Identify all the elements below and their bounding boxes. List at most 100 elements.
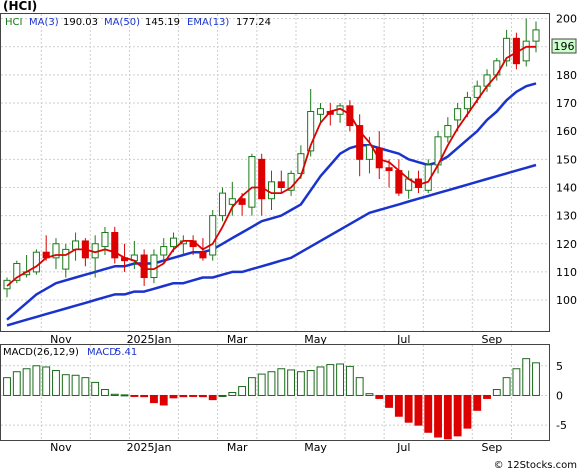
price-x-tick-label: Mar bbox=[227, 333, 248, 346]
macd-bar bbox=[512, 368, 521, 396]
legend-ema13-label: EMA(13) bbox=[187, 17, 229, 28]
macd-bar bbox=[355, 377, 364, 396]
candle-body bbox=[62, 248, 70, 270]
price-panel bbox=[0, 13, 550, 332]
price-legend: HCI MA(3) 190.03 MA(50) 145.19 EMA(13) 1… bbox=[5, 17, 271, 28]
candle-body bbox=[473, 85, 481, 98]
candle-body bbox=[3, 279, 11, 290]
macd-bar bbox=[12, 371, 21, 396]
macd-bar bbox=[61, 374, 70, 396]
candle-body bbox=[72, 240, 80, 250]
macd-bar bbox=[434, 394, 442, 438]
candle-body bbox=[503, 37, 511, 62]
macd-bar bbox=[101, 389, 109, 396]
macd-bar bbox=[189, 394, 198, 397]
legend-ma3-value: 190.03 bbox=[63, 17, 98, 28]
candle-body bbox=[277, 181, 285, 188]
legend-ma50-label: MA(50) bbox=[104, 17, 140, 28]
last-price-tag-box bbox=[551, 38, 577, 54]
candle-body bbox=[150, 254, 158, 279]
candle-body bbox=[111, 232, 119, 259]
macd-x-tick-label: 2025Jan bbox=[127, 441, 172, 454]
macd-bar bbox=[238, 386, 247, 396]
macd-bar bbox=[424, 394, 433, 433]
macd-bar bbox=[306, 370, 315, 396]
macd-bar bbox=[365, 393, 374, 396]
macd-bar bbox=[150, 394, 158, 404]
price-y-tick-label: 170 bbox=[556, 97, 577, 110]
candle-body bbox=[307, 110, 315, 152]
macd-title: MACD(26,12,9) bbox=[3, 347, 79, 358]
price-x-tick-label: May bbox=[304, 333, 327, 346]
macd-bar bbox=[198, 394, 207, 398]
macd-bar bbox=[22, 368, 31, 396]
macd-y-tick-label: -5 bbox=[556, 419, 567, 432]
macd-legend-label: MACD bbox=[87, 347, 117, 358]
macd-bar bbox=[394, 394, 403, 417]
legend-ticker: HCI bbox=[5, 17, 22, 28]
price-x-axis: Nov 2025Jan Mar May Jul Sep bbox=[50, 333, 502, 346]
macd-bar bbox=[375, 394, 384, 399]
macd-bar bbox=[522, 358, 531, 396]
candle-body bbox=[463, 96, 471, 110]
macd-x-tick-label: Sep bbox=[482, 441, 503, 454]
macd-bar bbox=[42, 366, 51, 396]
macd-bar bbox=[3, 377, 11, 396]
macd-bar bbox=[257, 373, 266, 396]
macd-bar bbox=[277, 368, 286, 396]
price-x-tick-label: 2025Jan bbox=[127, 333, 172, 346]
macd-bar bbox=[414, 394, 423, 426]
macd-bar bbox=[267, 371, 276, 396]
price-vertical-gridlines bbox=[40, 14, 513, 331]
candle-body bbox=[395, 170, 403, 194]
price-y-tick-label: 100 bbox=[556, 294, 577, 307]
macd-bar bbox=[130, 394, 139, 397]
price-y-axis: 100110120130140150160170180190200 bbox=[556, 13, 577, 307]
candle-body bbox=[238, 198, 246, 205]
macd-x-tick-label: Nov bbox=[50, 441, 72, 454]
candle-body bbox=[522, 40, 530, 62]
macd-bar bbox=[463, 394, 472, 429]
macd-bar bbox=[81, 377, 90, 396]
candle-body bbox=[365, 144, 373, 160]
price-y-tick-label: 110 bbox=[556, 266, 577, 279]
ma3-series bbox=[6, 45, 536, 287]
price-y-tick-label: 130 bbox=[556, 210, 577, 223]
candle-body bbox=[52, 243, 60, 259]
macd-legend-value: 5.41 bbox=[115, 347, 137, 358]
macd-bar bbox=[296, 371, 305, 396]
macd-bar bbox=[492, 389, 501, 396]
last-price-value: 196 bbox=[554, 40, 575, 53]
macd-bar bbox=[532, 362, 540, 396]
candle-body bbox=[218, 192, 227, 217]
macd-bar bbox=[473, 394, 482, 411]
ma50-line bbox=[6, 163, 537, 327]
macd-y-tick-label: 0 bbox=[556, 389, 563, 402]
candle-body bbox=[248, 156, 256, 208]
macd-bar bbox=[110, 393, 119, 396]
candle-body bbox=[444, 125, 452, 138]
price-y-tick-label: 120 bbox=[556, 238, 577, 251]
macd-x-axis: Nov 2025Jan Mar May Jul Sep bbox=[50, 441, 502, 454]
ma3-line bbox=[6, 45, 536, 287]
macd-bar bbox=[502, 377, 511, 396]
candle-body bbox=[356, 125, 364, 160]
candle-body bbox=[32, 251, 40, 273]
macd-bar bbox=[404, 394, 413, 423]
price-y-tick-label: 160 bbox=[556, 125, 577, 138]
macd-bar bbox=[483, 394, 491, 399]
macd-bar bbox=[169, 394, 178, 399]
macd-bar bbox=[71, 374, 80, 396]
chart-title: (HCI) bbox=[3, 0, 37, 13]
macd-bar bbox=[345, 365, 354, 396]
price-y-tick-label: 180 bbox=[556, 69, 577, 82]
macd-bar bbox=[228, 392, 237, 396]
price-y-tick-label: 140 bbox=[556, 181, 577, 194]
macd-bar bbox=[443, 394, 452, 440]
candle-body bbox=[258, 158, 266, 200]
candle-body bbox=[13, 262, 21, 281]
macd-bar bbox=[120, 394, 129, 397]
legend-ma3-label: MA(3) bbox=[29, 17, 59, 28]
legend-ema13-value: 177.24 bbox=[236, 17, 271, 28]
